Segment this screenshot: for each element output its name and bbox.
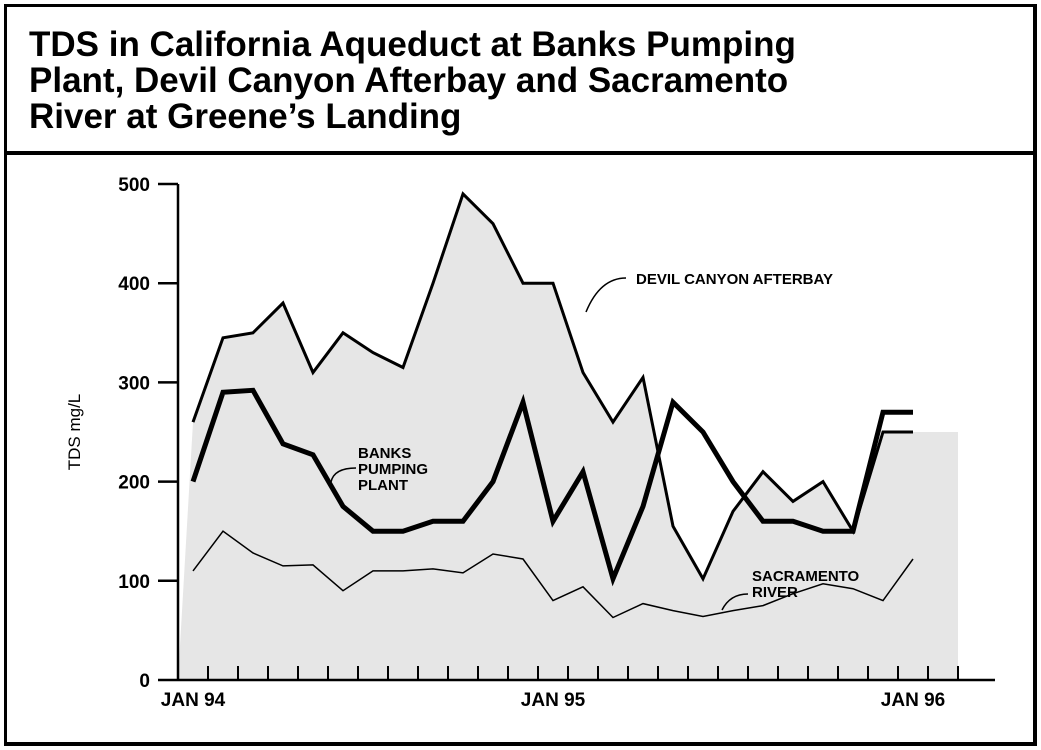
- title-box: TDS in California Aqueduct at Banks Pump…: [7, 7, 1033, 155]
- shaded-area: [178, 193, 958, 680]
- series-label: RIVER: [752, 584, 798, 601]
- x-tick-label: JAN 94: [161, 690, 226, 711]
- series-label: BANKS: [358, 445, 411, 462]
- callout-leader: [721, 593, 749, 611]
- series-label: SACRAMENTO: [752, 568, 860, 585]
- y-tick-label: 0: [139, 671, 150, 692]
- y-tick-label: 400: [118, 274, 150, 295]
- x-tick-label: JAN 96: [881, 690, 945, 711]
- figure-frame: TDS in California Aqueduct at Banks Pump…: [4, 4, 1037, 746]
- y-tick-label: 100: [118, 572, 150, 593]
- y-tick-label: 300: [118, 373, 150, 394]
- y-axis-title: TDS mg/L: [65, 394, 84, 471]
- series-label: PLANT: [358, 477, 408, 494]
- axes-group: 0 100 200 300 400 500 JAN 94 JAN 95 JAN 96: [118, 175, 995, 711]
- series-line-sacramento-river: [192, 530, 914, 619]
- series-line-banks-pumping-plant: [190, 387, 913, 587]
- series-label: DEVIL CANYON AFTERBAY: [636, 271, 833, 288]
- callout-leader: [330, 467, 357, 483]
- callout-leader: [585, 277, 627, 313]
- series-line-devil-canyon-afterbay: [191, 191, 913, 583]
- series-label: PUMPING: [358, 461, 428, 478]
- y-tick-label: 500: [118, 175, 150, 196]
- x-tick-label: JAN 95: [521, 690, 586, 711]
- chart-title: TDS in California Aqueduct at Banks Pump…: [29, 25, 796, 136]
- series-lines-group: [190, 191, 914, 619]
- y-tick-label: 200: [118, 473, 150, 494]
- shaded-area-group: [178, 193, 958, 680]
